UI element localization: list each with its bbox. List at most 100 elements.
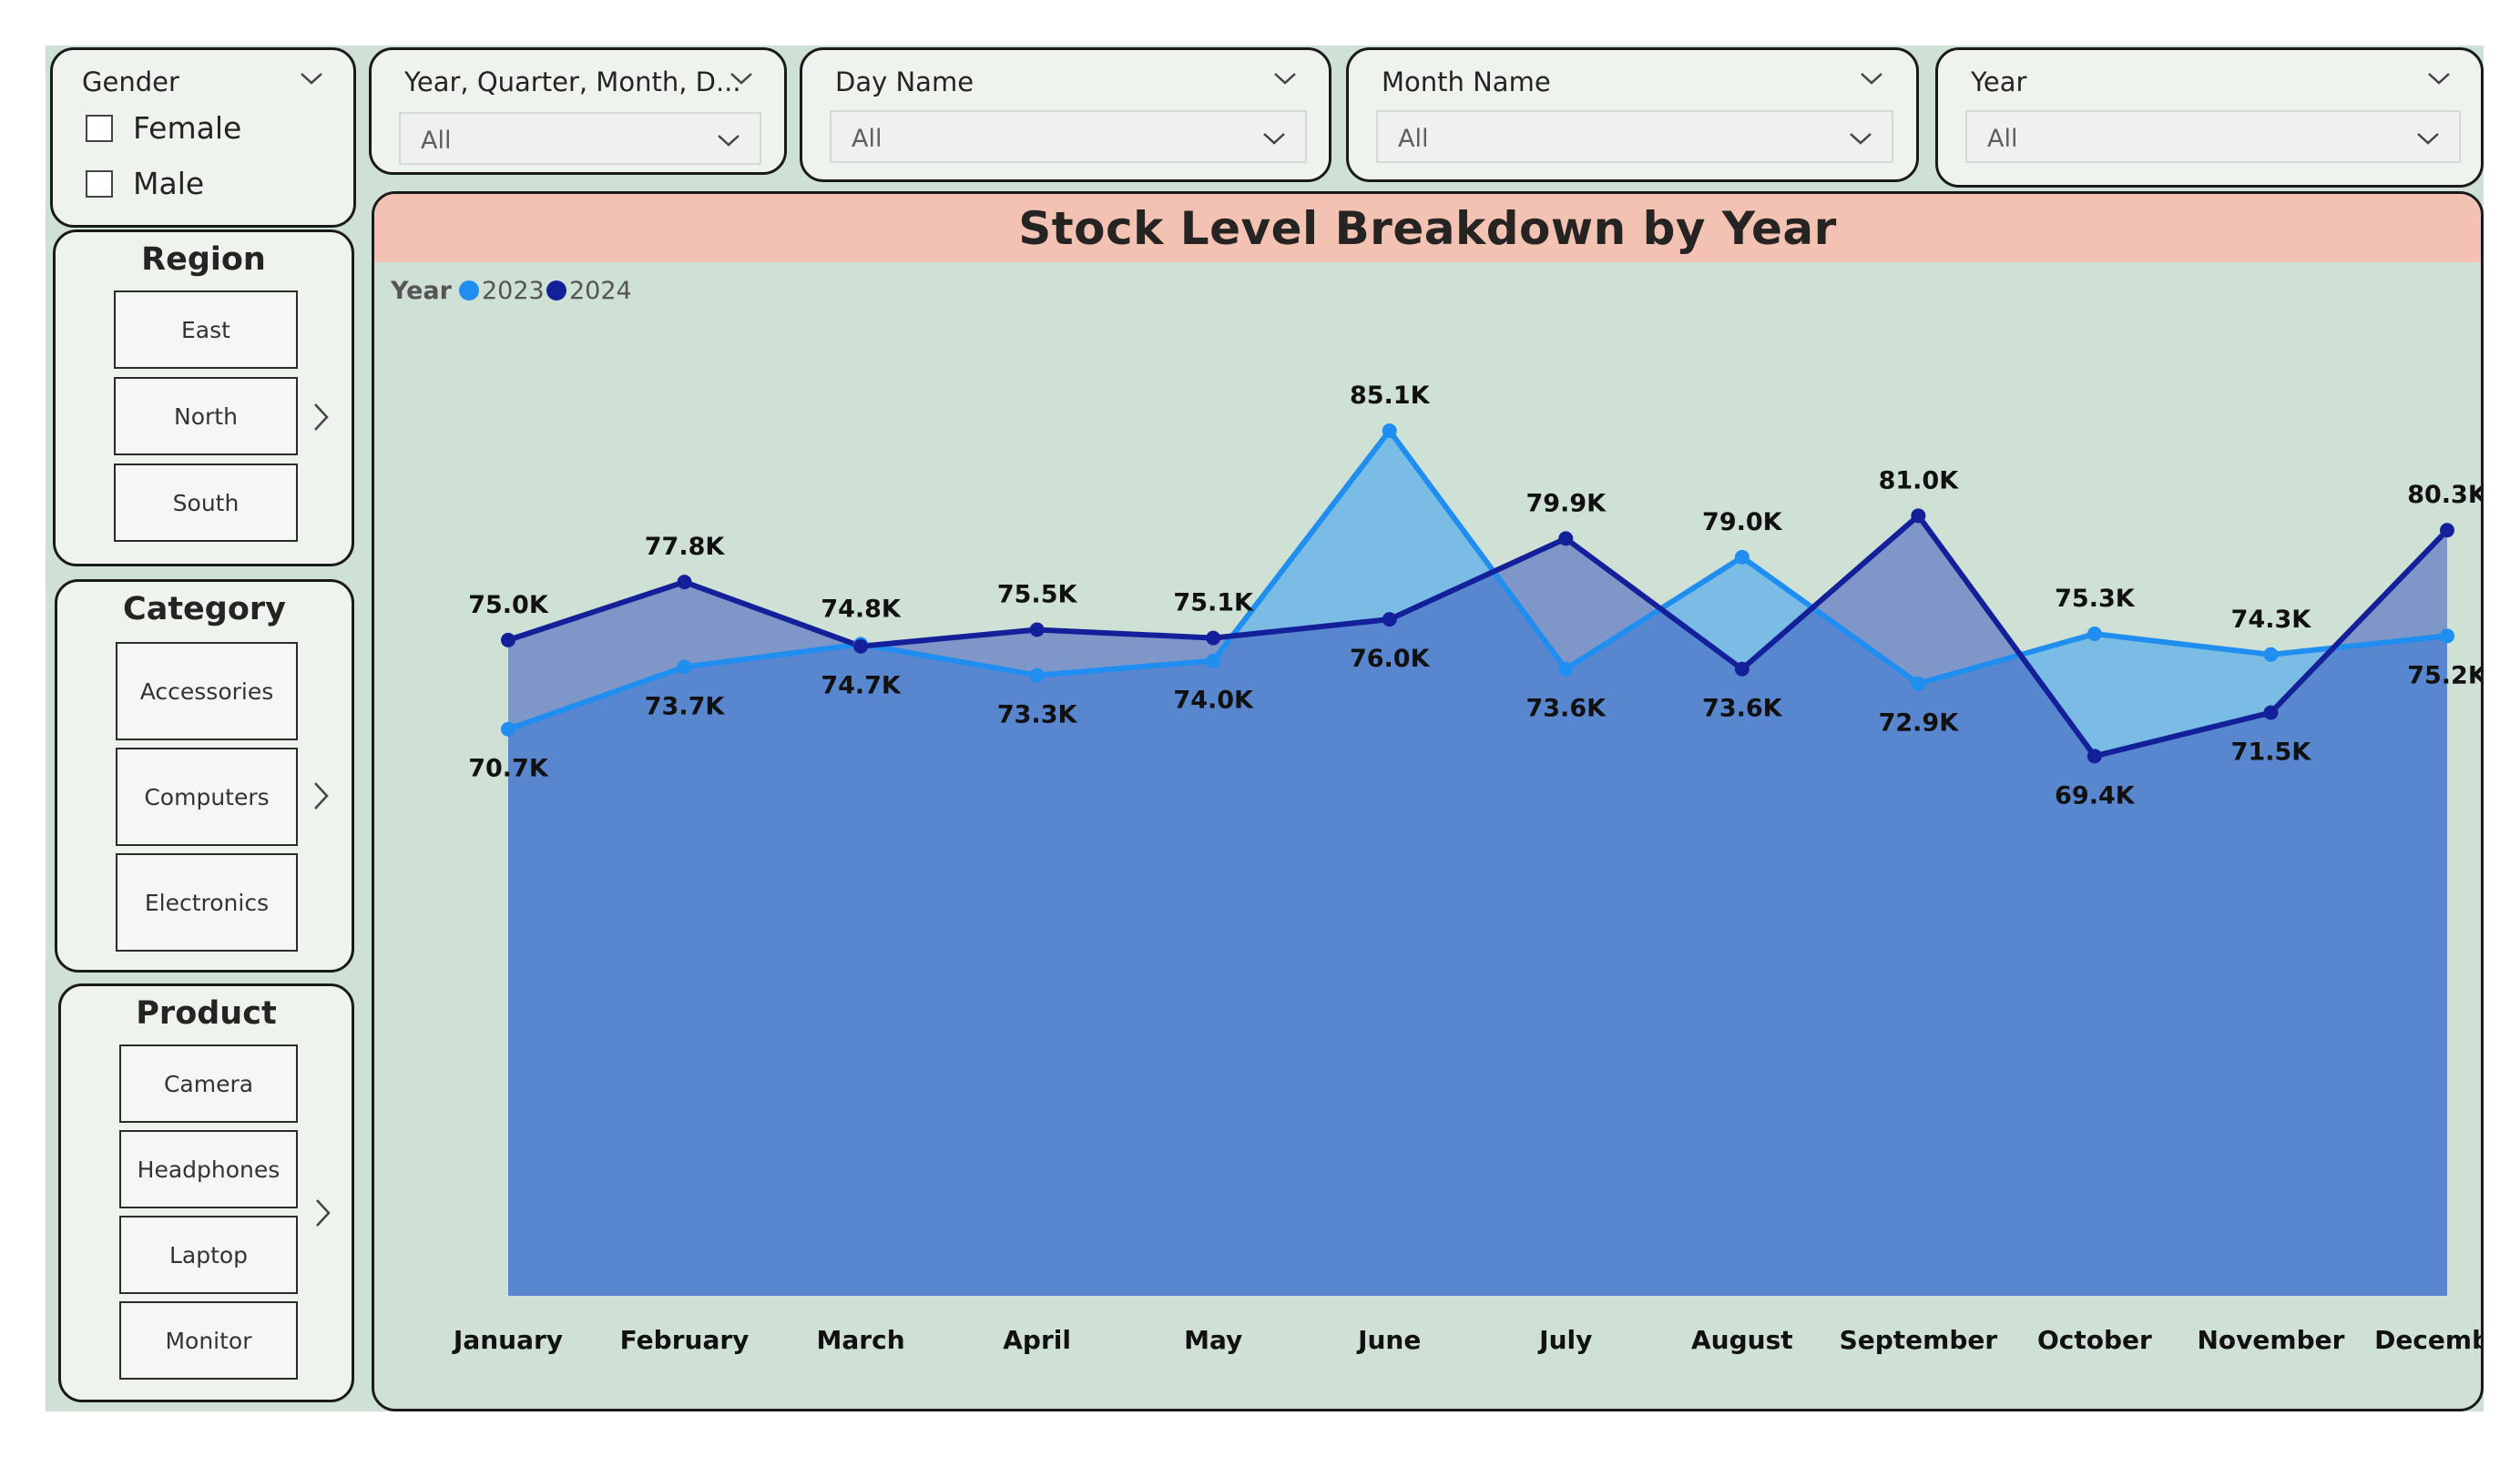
data-label-2023: 73.7K xyxy=(645,692,726,720)
legend-marker-2023 xyxy=(459,280,479,301)
day-name-slicer-title: Day Name xyxy=(835,66,974,97)
day-name-dropdown[interactable]: All xyxy=(830,110,1307,163)
series-2024-point xyxy=(853,638,869,654)
year-slicer-title: Year xyxy=(1971,66,2027,97)
stock-level-chart: Stock Level Breakdown by Year 70.7K 73.7K… xyxy=(372,191,2484,1411)
x-tick-label: December xyxy=(2374,1325,2481,1355)
x-tick-label: January xyxy=(452,1325,563,1355)
data-label-2024: 69.4K xyxy=(2055,781,2136,810)
legend-label-2024: 2024 xyxy=(569,277,632,305)
series-2024-point xyxy=(1029,622,1045,637)
series-2024-point xyxy=(1206,630,1221,646)
dropdown-value: All xyxy=(852,125,883,153)
data-label-2023: 73.6K xyxy=(1525,695,1607,723)
date-hierarchy-slicer: Year, Quarter, Month, D... All xyxy=(369,47,787,175)
data-label-2024: 71.5K xyxy=(2231,739,2312,767)
category-tile-accessories[interactable]: Accessories xyxy=(116,642,298,740)
category-slicer: Category Accessories Computers Electroni… xyxy=(55,579,354,973)
category-title: Category xyxy=(123,591,286,627)
data-label-2024: 81.0K xyxy=(1879,466,1960,494)
data-label-2024: 76.0K xyxy=(1350,645,1431,673)
series-2023-point xyxy=(1029,667,1045,683)
chevron-down-icon[interactable] xyxy=(729,70,754,87)
chevron-down-icon[interactable] xyxy=(1272,70,1298,87)
chevron-down-icon[interactable] xyxy=(1848,130,1873,147)
x-tick-label: June xyxy=(1356,1325,1421,1355)
x-tick-label: April xyxy=(1003,1325,1071,1355)
x-tick-label: November xyxy=(2197,1325,2344,1355)
chevron-right-icon[interactable] xyxy=(312,780,331,811)
series-2023-point xyxy=(2263,647,2279,662)
month-name-dropdown[interactable]: All xyxy=(1376,110,1893,163)
report-canvas: Gender Female Male Year, Quarter, Month,… xyxy=(46,46,2484,1411)
x-tick-label: March xyxy=(817,1325,905,1355)
checkbox[interactable] xyxy=(86,169,113,198)
region-tile-north[interactable]: North xyxy=(114,377,298,455)
product-tile-laptop[interactable]: Laptop xyxy=(119,1216,298,1294)
legend-marker-2024 xyxy=(546,280,566,301)
series-2024-point xyxy=(2086,749,2102,764)
series-2024-point xyxy=(1911,508,1926,524)
year-dropdown[interactable]: All xyxy=(1965,110,2461,163)
chevron-down-icon[interactable] xyxy=(716,132,741,148)
data-label-2024: 77.8K xyxy=(645,533,726,561)
date-hierarchy-dropdown[interactable]: All xyxy=(399,112,761,165)
chevron-right-icon[interactable] xyxy=(312,402,331,433)
product-slicer: Product Camera Headphones Laptop Monitor xyxy=(58,983,354,1402)
data-label-2023: 74.0K xyxy=(1173,687,1254,715)
category-tile-electronics[interactable]: Electronics xyxy=(116,853,298,952)
chevron-down-icon[interactable] xyxy=(2415,130,2441,147)
gender-option-female[interactable]: Female xyxy=(86,110,241,146)
chevron-down-icon[interactable] xyxy=(1261,130,1287,147)
product-tile-monitor[interactable]: Monitor xyxy=(119,1301,298,1380)
series-2023-line xyxy=(507,428,2448,732)
data-label-2023: 73.3K xyxy=(997,701,1078,729)
checkbox[interactable] xyxy=(86,114,113,142)
month-name-slicer: Month Name All xyxy=(1346,47,1919,182)
data-label-2024: 75.5K xyxy=(997,580,1078,608)
series-2023-point xyxy=(2440,628,2454,644)
chevron-down-icon[interactable] xyxy=(1859,70,1884,87)
x-tick-label: September xyxy=(1840,1325,1998,1355)
gender-slicer-title: Gender xyxy=(82,66,179,97)
x-tick-label: February xyxy=(620,1325,750,1355)
series-2023-point xyxy=(677,659,692,675)
chevron-right-icon[interactable] xyxy=(314,1197,332,1228)
product-title: Product xyxy=(136,995,277,1032)
category-tile-computers[interactable]: Computers xyxy=(116,748,298,846)
region-tile-east[interactable]: East xyxy=(114,290,298,369)
area-chart: 70.7K 73.7K 74.8K 73.3K 74.0K 85.1K 73.6K 79.0K… xyxy=(390,277,2481,1355)
product-tile-headphones[interactable]: Headphones xyxy=(119,1130,298,1208)
series-2023-point xyxy=(1734,549,1750,565)
data-label-2024: 74.7K xyxy=(821,672,902,700)
year-slicer: Year All xyxy=(1935,47,2484,188)
product-tile-camera[interactable]: Camera xyxy=(119,1044,298,1123)
data-label-2023: 85.1K xyxy=(1350,382,1431,410)
chart-title: Stock Level Breakdown by Year xyxy=(374,194,2481,262)
series-2023-point xyxy=(501,721,515,737)
region-tile-south[interactable]: South xyxy=(114,464,298,542)
series-2023-point xyxy=(1911,676,1926,691)
dropdown-value: All xyxy=(1398,125,1429,153)
day-name-slicer: Day Name All xyxy=(800,47,1331,182)
data-label-2023: 74.3K xyxy=(2231,606,2312,634)
series-2023-point xyxy=(1382,423,1397,438)
region-title: Region xyxy=(141,241,266,278)
series-2024-area xyxy=(508,515,2447,1296)
chevron-down-icon[interactable] xyxy=(299,70,324,87)
date-hierarchy-slicer-title: Year, Quarter, Month, D... xyxy=(404,66,741,97)
x-tick-label: July xyxy=(1537,1325,1592,1355)
data-label-2023: 75.3K xyxy=(2055,585,2136,613)
data-label-2024: 79.9K xyxy=(1525,489,1607,517)
gender-option-male[interactable]: Male xyxy=(86,166,204,201)
series-2024-point xyxy=(2263,705,2279,720)
data-label-2023: 70.7K xyxy=(468,755,549,783)
series-2024-point xyxy=(501,632,515,647)
data-label-2024: 75.1K xyxy=(1173,589,1254,617)
series-2023-point xyxy=(2086,627,2102,642)
series-2023-point xyxy=(1558,661,1574,677)
data-label-2023: 75.2K xyxy=(2407,661,2481,689)
series-2024-line xyxy=(507,513,2450,759)
chevron-down-icon[interactable] xyxy=(2426,70,2452,87)
dropdown-value: All xyxy=(421,127,452,155)
